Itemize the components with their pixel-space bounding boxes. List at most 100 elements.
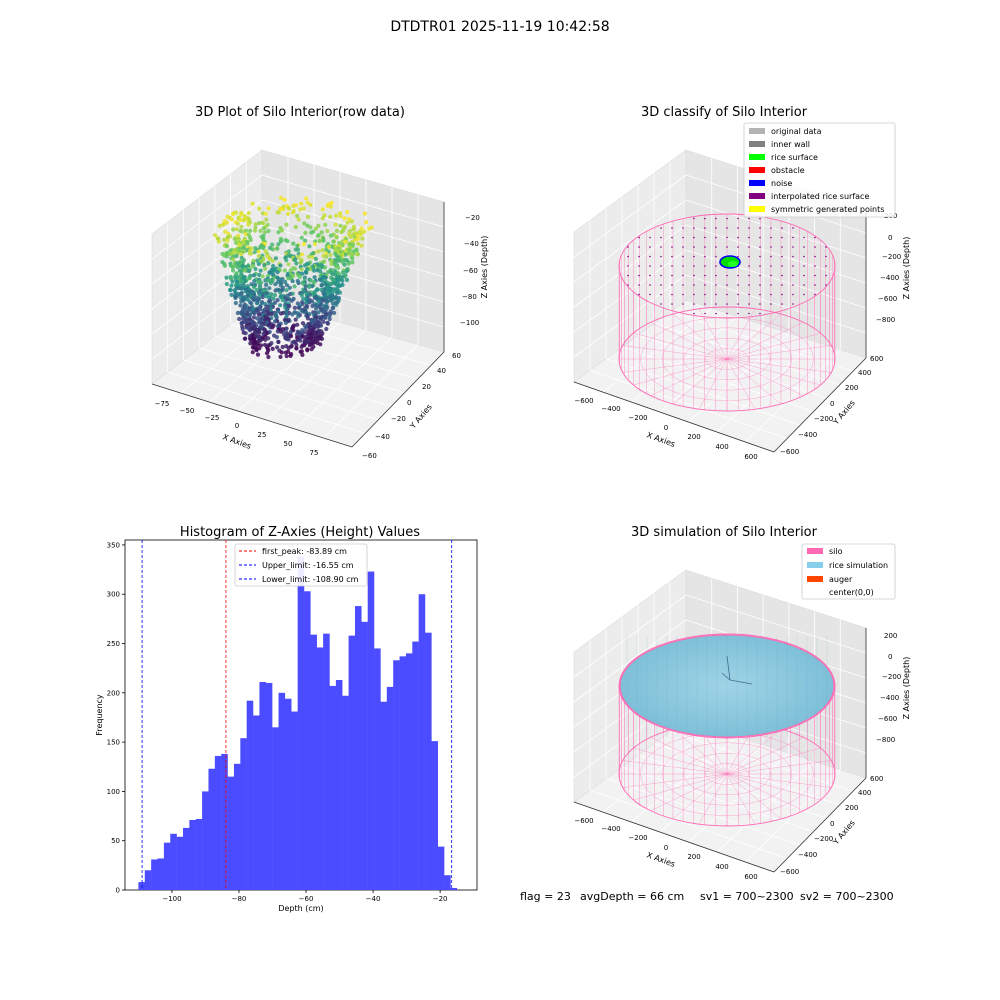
silo-floor-line bbox=[726, 773, 756, 825]
data-point bbox=[319, 283, 324, 288]
silo-floor-line bbox=[726, 747, 821, 775]
data-point bbox=[334, 302, 339, 307]
silo-floor-ring bbox=[683, 753, 771, 796]
hist-legend: first_peak: -83.89 cm Upper_limit: -16.5… bbox=[234, 543, 368, 587]
interpolated-point bbox=[748, 274, 750, 277]
interpolated-point bbox=[737, 236, 739, 239]
hist-bar bbox=[297, 556, 305, 890]
gridline bbox=[589, 789, 788, 859]
silo-floor-line bbox=[650, 358, 728, 396]
data-point bbox=[346, 251, 351, 256]
data-point bbox=[256, 221, 262, 226]
data-point bbox=[257, 292, 262, 297]
data-point bbox=[301, 206, 306, 211]
data-point bbox=[302, 263, 308, 268]
data-point bbox=[230, 257, 235, 262]
gridline bbox=[685, 199, 867, 259]
data-point bbox=[287, 206, 292, 211]
status-flag: flag = 23 bbox=[520, 890, 571, 903]
data-point bbox=[303, 238, 308, 243]
interpolated-point bbox=[759, 265, 761, 267]
interpolated-point bbox=[715, 217, 717, 220]
data-point bbox=[320, 248, 325, 253]
data-point bbox=[240, 316, 246, 321]
data-point bbox=[253, 222, 258, 227]
interpolated-point bbox=[704, 217, 706, 220]
data-point bbox=[276, 230, 281, 235]
data-point bbox=[305, 316, 310, 321]
data-point bbox=[284, 283, 290, 288]
data-point bbox=[294, 332, 299, 337]
data-point bbox=[334, 228, 339, 233]
interpolated-point bbox=[671, 284, 673, 286]
hist-bar bbox=[144, 870, 152, 890]
interpolated-point bbox=[792, 274, 794, 277]
data-point bbox=[291, 241, 296, 246]
data-point bbox=[231, 227, 236, 232]
data-point bbox=[266, 261, 271, 266]
data-point bbox=[255, 258, 260, 263]
data-point bbox=[312, 242, 318, 247]
gridline bbox=[266, 329, 367, 421]
data-point bbox=[292, 266, 298, 271]
interpolated-point bbox=[638, 284, 640, 286]
hist-bar bbox=[405, 653, 413, 890]
interpolated-point bbox=[671, 274, 673, 277]
p1-ztick: −80 bbox=[462, 293, 477, 301]
interpolated-point bbox=[704, 312, 706, 315]
data-point bbox=[269, 312, 274, 317]
data-point bbox=[246, 210, 251, 216]
data-point bbox=[240, 229, 245, 234]
data-point bbox=[228, 288, 233, 293]
p1-xtick: −50 bbox=[180, 407, 195, 415]
hist-legend-label: first_peak: -83.89 cm bbox=[262, 547, 347, 556]
interpolated-point bbox=[693, 284, 695, 286]
status-line: flag = 23 avgDepth = 66 cm sv1 = 700~230… bbox=[520, 890, 894, 903]
interpolated-point bbox=[759, 217, 761, 220]
interpolated-point bbox=[638, 236, 640, 239]
interpolated-point bbox=[693, 312, 695, 315]
auger-line bbox=[721, 672, 731, 681]
p2-xtick: 200 bbox=[687, 433, 700, 441]
data-point bbox=[330, 305, 335, 310]
hist-ylabel: Frequency bbox=[95, 694, 104, 736]
interpolated-point bbox=[693, 274, 695, 277]
data-point bbox=[319, 230, 324, 235]
data-point bbox=[308, 202, 313, 208]
data-point bbox=[286, 337, 291, 342]
interpolated-point bbox=[759, 246, 761, 248]
hist-bars bbox=[138, 556, 458, 890]
p1-xtick: 75 bbox=[310, 449, 319, 457]
hist-vlines bbox=[141, 540, 453, 890]
interpolated-point bbox=[781, 265, 783, 267]
interpolated-point bbox=[627, 265, 629, 267]
interpolated-point bbox=[649, 246, 651, 248]
data-point bbox=[239, 251, 244, 257]
interpolated-point bbox=[715, 265, 717, 267]
silo-floor-ring bbox=[662, 327, 793, 391]
data-point bbox=[283, 320, 288, 325]
p2-legend-label: noise bbox=[771, 179, 792, 188]
interpolated-point bbox=[693, 255, 695, 258]
interpolated-point bbox=[682, 284, 684, 286]
p4-ytick: 400 bbox=[858, 789, 871, 797]
data-point bbox=[307, 284, 312, 290]
interpolated-point bbox=[682, 274, 684, 277]
status-avg-depth: avgDepth = 66 cm bbox=[580, 890, 684, 903]
gridline bbox=[208, 314, 315, 403]
p4-ytick: −600 bbox=[780, 868, 799, 876]
data-point bbox=[256, 254, 261, 259]
data-point bbox=[243, 268, 248, 273]
hist-bar bbox=[310, 634, 317, 890]
data-point bbox=[340, 278, 345, 283]
gridline bbox=[261, 274, 445, 328]
p2-legend-swatch bbox=[749, 206, 765, 212]
data-point bbox=[342, 216, 347, 221]
data-point bbox=[300, 352, 305, 357]
interpolated-point bbox=[682, 303, 684, 305]
data-point bbox=[278, 329, 283, 334]
silo-floor-line bbox=[726, 728, 782, 775]
data-point bbox=[266, 354, 271, 360]
p4-legend-label: center(0,0) bbox=[829, 588, 874, 597]
gridline bbox=[745, 769, 841, 863]
